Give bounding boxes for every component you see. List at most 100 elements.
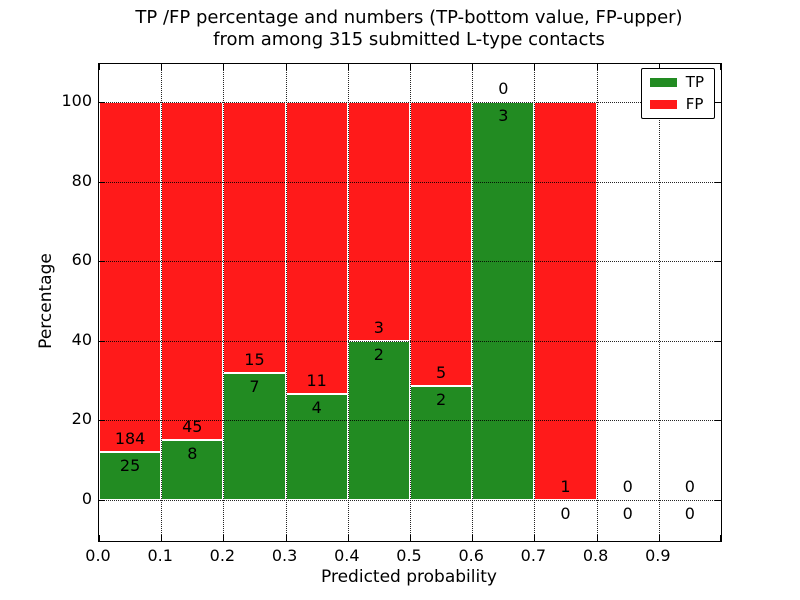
- x-tick-mark: [347, 535, 349, 541]
- y-tick-label: 20: [71, 409, 92, 429]
- y-tick-mark: [99, 500, 105, 501]
- legend-item-fp: FP: [649, 95, 704, 113]
- y-tick-mark: [715, 500, 721, 501]
- y-tick-mark: [99, 420, 105, 422]
- fp-legend-swatch: [649, 100, 677, 109]
- y-tick-mark: [99, 181, 105, 183]
- tp-count-label: 25: [119, 456, 141, 476]
- tp-count-label: 8: [187, 443, 198, 463]
- x-tick-mark: [161, 535, 163, 541]
- bar-segment-fp: [161, 102, 224, 440]
- fp-count-label: 184: [114, 429, 146, 449]
- gridline-vertical: [161, 64, 163, 541]
- legend: TP FP: [640, 68, 715, 119]
- gridline-vertical: [596, 64, 598, 541]
- x-tick-label: 0.8: [582, 546, 609, 565]
- x-tick-mark: [223, 535, 225, 541]
- bar-segment-fp: [99, 102, 162, 453]
- chart-title-line1: TP /FP percentage and numbers (TP-bottom…: [135, 7, 683, 28]
- gridline-vertical: [410, 64, 411, 541]
- y-tick-label: 100: [61, 91, 92, 110]
- bar-segment-tp: [472, 102, 535, 500]
- bar-segment-tp: [99, 452, 162, 500]
- y-tick-mark: [715, 261, 721, 263]
- bar-segment-fp: [410, 102, 473, 387]
- x-tick-label: 0.2: [209, 546, 236, 565]
- y-tick-mark: [715, 181, 721, 183]
- fp-count-label: 1: [560, 477, 571, 496]
- tp-count-label: 0: [684, 504, 695, 523]
- bar-segment-fp: [534, 102, 597, 500]
- fp-count-label: 0: [622, 477, 633, 496]
- x-tick-label: 0.9: [645, 546, 671, 565]
- fp-count-label: 15: [244, 350, 265, 370]
- x-tick-mark: [658, 535, 660, 541]
- y-tick-label: 60: [71, 250, 92, 270]
- x-tick-mark: [99, 535, 100, 541]
- x-tick-mark: [596, 535, 598, 541]
- x-tick-label: 0.3: [271, 546, 298, 565]
- fp-count-label: 11: [306, 370, 327, 390]
- y-tick-mark: [99, 340, 105, 342]
- x-tick-label: 0.1: [147, 546, 173, 565]
- legend-label-fp: FP: [685, 95, 704, 113]
- bar-segment-fp: [347, 102, 410, 341]
- tp-count-label: 2: [436, 390, 447, 410]
- x-tick-mark: [534, 535, 536, 541]
- gridline-vertical: [658, 64, 660, 541]
- x-tick-label: 0.4: [334, 546, 360, 565]
- y-tick-mark: [715, 340, 721, 342]
- x-axis-label: Predicted probability: [321, 567, 497, 587]
- bar-segment-tp: [410, 386, 473, 500]
- x-tick-label: 0.7: [520, 546, 547, 565]
- fp-count-label: 5: [436, 363, 447, 383]
- gridline-vertical: [285, 64, 287, 541]
- y-tick-mark: [99, 102, 105, 103]
- tp-count-label: 0: [560, 504, 571, 523]
- x-tick-mark: [285, 64, 287, 70]
- tp-count-label: 2: [373, 344, 384, 364]
- bar-segment-fp: [223, 102, 286, 374]
- bar-segment-tp: [285, 393, 348, 500]
- bar-segment-tp: [161, 439, 224, 500]
- fp-count-label: 0: [498, 79, 509, 98]
- y-tick-label: 40: [71, 329, 92, 349]
- legend-label-tp: TP: [685, 73, 704, 91]
- y-tick-label: 0: [81, 489, 92, 508]
- tp-legend-swatch: [649, 78, 677, 87]
- gridline-vertical: [347, 64, 349, 541]
- gridline-vertical: [472, 64, 474, 541]
- x-tick-label: 0.0: [85, 546, 111, 565]
- tp-count-label: 7: [249, 377, 260, 397]
- x-tick-mark: [223, 64, 225, 70]
- x-tick-label: 0.6: [458, 546, 484, 565]
- x-tick-mark: [596, 64, 598, 70]
- x-tick-mark: [472, 535, 474, 541]
- fp-count-label: 0: [684, 477, 695, 496]
- y-tick-mark: [715, 420, 721, 422]
- x-tick-mark: [99, 64, 100, 70]
- x-tick-label: 0.5: [396, 546, 422, 565]
- y-tick-label: 80: [71, 170, 92, 190]
- x-tick-mark: [534, 64, 536, 70]
- gridline-vertical: [534, 64, 536, 541]
- x-tick-mark: [410, 535, 411, 541]
- fp-count-label: 3: [373, 317, 384, 337]
- x-tick-mark: [347, 64, 349, 70]
- x-tick-mark: [720, 535, 721, 541]
- x-tick-mark: [472, 64, 474, 70]
- x-tick-mark: [410, 64, 411, 70]
- tp-count-label: 3: [498, 106, 509, 125]
- x-tick-mark: [285, 535, 287, 541]
- y-tick-mark: [715, 102, 721, 103]
- chart-title: TP /FP percentage and numbers (TP-bottom…: [98, 7, 720, 51]
- y-tick-mark: [99, 261, 105, 263]
- x-tick-mark: [658, 64, 660, 70]
- chart-title-line2: from among 315 submitted L-type contacts: [213, 29, 605, 50]
- tp-count-label: 0: [622, 504, 633, 523]
- bar-segment-fp: [285, 102, 348, 394]
- x-tick-mark: [720, 64, 721, 70]
- x-tick-mark: [161, 64, 163, 70]
- plot-area: 184 25 45 8 15 7 11 4 3 2 5 2 0 3 1 0 0 0 0 0 TP FP: [98, 63, 722, 542]
